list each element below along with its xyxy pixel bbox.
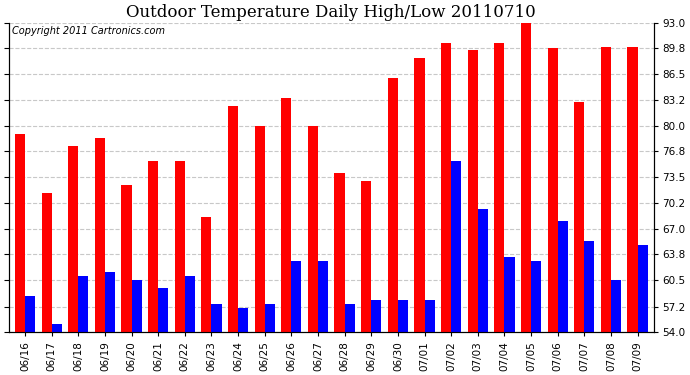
Bar [627, 46, 638, 375]
Bar [335, 173, 344, 375]
Bar [361, 181, 371, 375]
Bar [318, 261, 328, 375]
Bar [451, 162, 461, 375]
Title: Outdoor Temperature Daily High/Low 20110710: Outdoor Temperature Daily High/Low 20110… [126, 4, 536, 21]
Bar [15, 134, 25, 375]
Bar [477, 209, 488, 375]
Bar [638, 245, 648, 375]
Bar [95, 138, 105, 375]
Bar [282, 98, 291, 375]
Bar [601, 46, 611, 375]
Bar [308, 126, 318, 375]
Bar [415, 58, 424, 375]
Bar [185, 276, 195, 375]
Bar [105, 273, 115, 375]
Bar [68, 146, 78, 375]
Bar [25, 296, 35, 375]
Bar [238, 308, 248, 375]
Bar [41, 193, 52, 375]
Bar [441, 42, 451, 375]
Bar [504, 256, 515, 375]
Bar [228, 106, 238, 375]
Bar [148, 162, 158, 375]
Bar [344, 304, 355, 375]
Bar [371, 300, 382, 375]
Bar [255, 126, 265, 375]
Bar [291, 261, 302, 375]
Bar [611, 280, 621, 375]
Bar [265, 304, 275, 375]
Bar [558, 221, 568, 375]
Bar [52, 324, 62, 375]
Bar [201, 217, 211, 375]
Bar [548, 48, 558, 375]
Bar [468, 51, 477, 375]
Bar [398, 300, 408, 375]
Bar [388, 78, 398, 375]
Bar [584, 241, 594, 375]
Bar [521, 23, 531, 375]
Bar [121, 185, 132, 375]
Bar [158, 288, 168, 375]
Bar [132, 280, 141, 375]
Bar [574, 102, 584, 375]
Bar [211, 304, 221, 375]
Text: Copyright 2011 Cartronics.com: Copyright 2011 Cartronics.com [12, 26, 165, 36]
Bar [424, 300, 435, 375]
Bar [531, 261, 541, 375]
Bar [494, 42, 504, 375]
Bar [175, 162, 185, 375]
Bar [78, 276, 88, 375]
